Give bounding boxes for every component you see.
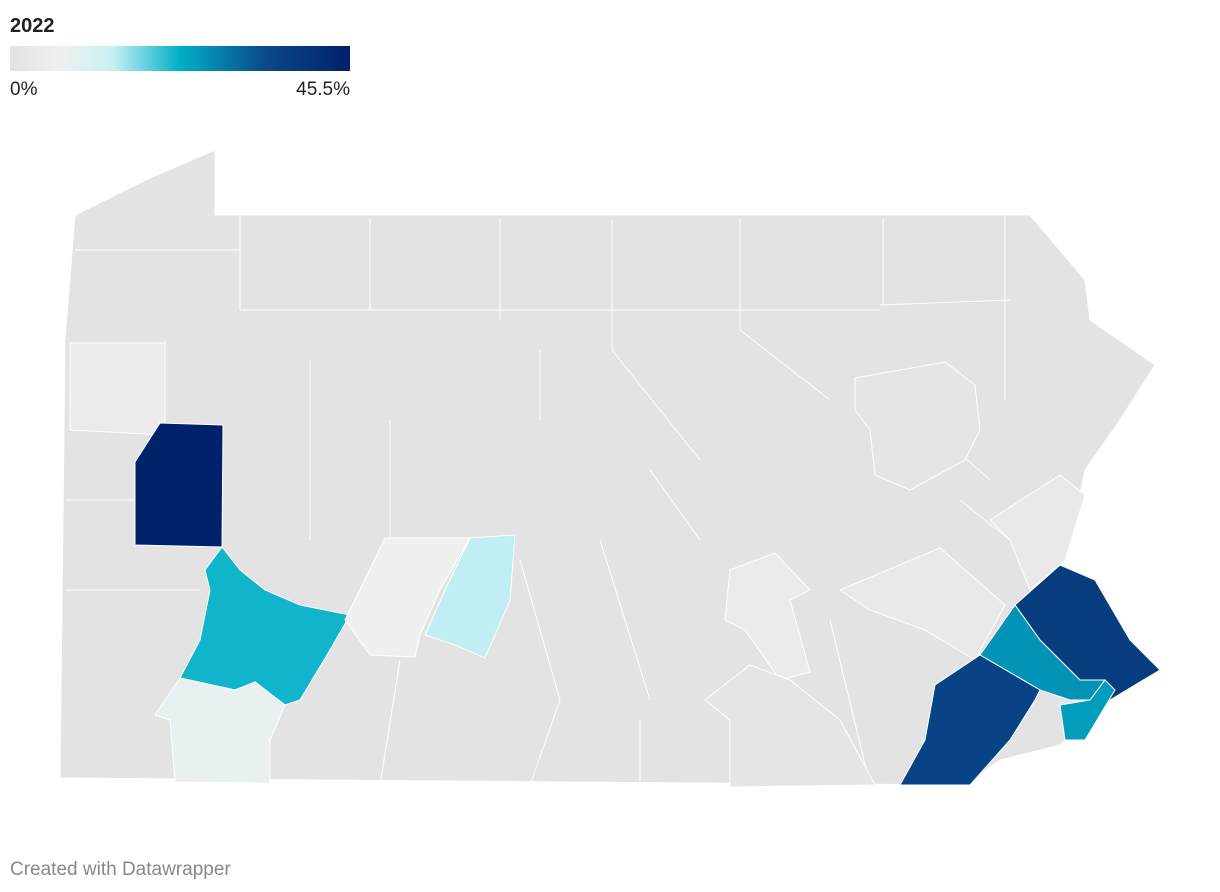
county bbox=[154, 677, 286, 784]
county bbox=[134, 422, 224, 548]
county bbox=[344, 537, 471, 658]
footer: Created with Datawrapper bbox=[10, 859, 231, 880]
county bbox=[704, 664, 876, 788]
county bbox=[69, 342, 166, 436]
county bbox=[424, 534, 516, 659]
county-borders bbox=[65, 215, 1011, 787]
county bbox=[899, 654, 1041, 786]
regions bbox=[69, 342, 1161, 788]
county bbox=[854, 361, 981, 491]
county bbox=[724, 552, 811, 681]
map-title: 2022 bbox=[10, 15, 55, 37]
county bbox=[989, 474, 1086, 591]
legend-min-label: 0% bbox=[10, 79, 38, 100]
legend-gradient bbox=[10, 46, 350, 71]
legend-max-label: 45.5% bbox=[296, 79, 350, 100]
county bbox=[1059, 679, 1116, 741]
